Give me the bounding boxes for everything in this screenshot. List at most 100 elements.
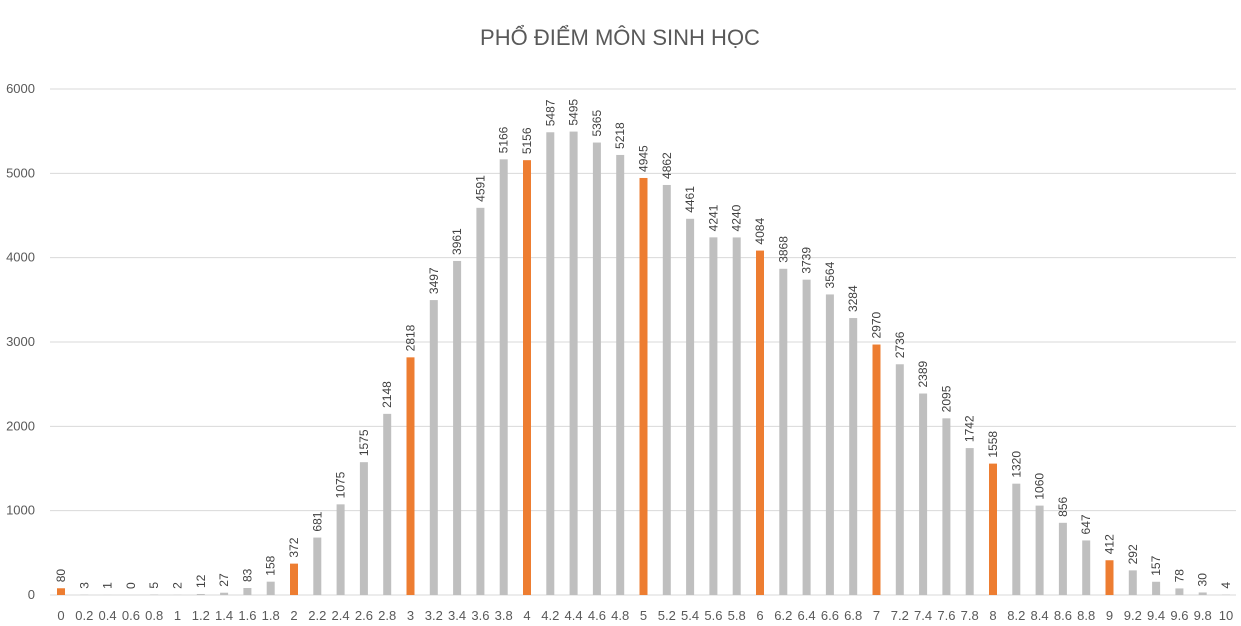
x-tick-label: 1.2 bbox=[192, 608, 210, 623]
x-tick-label: 0.4 bbox=[99, 608, 117, 623]
x-tick-label: 3.4 bbox=[448, 608, 466, 623]
bar bbox=[220, 592, 229, 595]
data-label: 4461 bbox=[683, 186, 697, 213]
data-label: 4 bbox=[1219, 582, 1233, 589]
bar bbox=[1128, 570, 1137, 595]
bar bbox=[732, 237, 741, 595]
bar bbox=[499, 159, 508, 596]
x-tick-label: 1.4 bbox=[215, 608, 233, 623]
bar bbox=[592, 142, 601, 595]
bar bbox=[1152, 581, 1161, 595]
x-tick-label: 2.6 bbox=[355, 608, 373, 623]
data-label: 27 bbox=[217, 573, 231, 587]
data-label: 3564 bbox=[823, 261, 837, 288]
bar bbox=[313, 537, 322, 595]
data-label: 2095 bbox=[939, 385, 953, 412]
x-tick-label: 6.8 bbox=[844, 608, 862, 623]
bar bbox=[895, 364, 904, 595]
data-label: 1320 bbox=[1009, 451, 1023, 478]
x-tick-label: 5.8 bbox=[728, 608, 746, 623]
data-label: 372 bbox=[287, 537, 301, 557]
bar bbox=[1105, 560, 1114, 595]
x-tick-label: 4.2 bbox=[541, 608, 559, 623]
bar bbox=[476, 207, 485, 595]
x-tick-label: 7.6 bbox=[937, 608, 955, 623]
bar bbox=[965, 448, 974, 595]
x-tick-label: 7 bbox=[873, 608, 880, 623]
data-label: 2148 bbox=[380, 381, 394, 408]
y-tick-label: 2000 bbox=[6, 418, 35, 433]
x-tick-label: 0 bbox=[57, 608, 64, 623]
x-tick-label: 6 bbox=[756, 608, 763, 623]
bar bbox=[802, 279, 811, 595]
y-tick-label: 3000 bbox=[6, 334, 35, 349]
bar bbox=[616, 154, 625, 595]
x-tick-label: 4.8 bbox=[611, 608, 629, 623]
bar bbox=[1198, 592, 1207, 595]
data-label: 2818 bbox=[404, 324, 418, 351]
x-tick-label: 9.6 bbox=[1170, 608, 1188, 623]
bar bbox=[639, 177, 648, 595]
bar bbox=[756, 250, 764, 595]
bar bbox=[1058, 522, 1067, 595]
bar bbox=[1035, 505, 1044, 595]
bar bbox=[942, 418, 951, 595]
data-label: 78 bbox=[1172, 569, 1186, 583]
bar bbox=[1175, 588, 1184, 595]
data-label: 4862 bbox=[660, 152, 674, 179]
data-label: 856 bbox=[1056, 496, 1070, 516]
bar bbox=[243, 588, 252, 595]
bar bbox=[569, 131, 578, 596]
y-tick-label: 0 bbox=[28, 587, 35, 602]
bar bbox=[989, 463, 997, 595]
data-label: 5487 bbox=[543, 99, 557, 126]
x-tick-label: 2.8 bbox=[378, 608, 396, 623]
data-label: 5 bbox=[147, 582, 161, 589]
data-label: 4084 bbox=[753, 218, 767, 245]
x-tick-label: 4.6 bbox=[588, 608, 606, 623]
data-label: 681 bbox=[310, 511, 324, 531]
data-label: 3739 bbox=[800, 247, 814, 274]
x-tick-label: 2.4 bbox=[332, 608, 350, 623]
bar bbox=[429, 300, 438, 595]
data-label: 5218 bbox=[613, 122, 627, 149]
x-tick-label: 3 bbox=[407, 608, 414, 623]
x-tick-label: 8.4 bbox=[1031, 608, 1049, 623]
x-tick-label: 6.6 bbox=[821, 608, 839, 623]
y-axis-ticks: 0 1000 2000 3000 4000 5000 6000 bbox=[6, 81, 35, 602]
bar bbox=[383, 413, 392, 595]
data-label: 3868 bbox=[776, 236, 790, 263]
x-tick-label: 3.8 bbox=[495, 608, 513, 623]
x-tick-label: 7.8 bbox=[961, 608, 979, 623]
x-tick-label: 6.4 bbox=[798, 608, 816, 623]
y-tick-label: 6000 bbox=[6, 81, 35, 96]
bar bbox=[196, 593, 205, 595]
bar bbox=[709, 237, 718, 595]
data-label: 5365 bbox=[590, 110, 604, 137]
bar bbox=[686, 218, 695, 595]
bar bbox=[1082, 540, 1091, 595]
x-tick-label: 7.4 bbox=[914, 608, 932, 623]
bar bbox=[779, 268, 788, 595]
x-tick-label: 4.4 bbox=[565, 608, 583, 623]
x-tick-label: 8.2 bbox=[1007, 608, 1025, 623]
data-label: 158 bbox=[264, 555, 278, 575]
data-label: 1742 bbox=[963, 415, 977, 442]
data-label: 3497 bbox=[427, 267, 441, 294]
bar bbox=[266, 581, 275, 595]
bar bbox=[662, 184, 671, 596]
data-label: 4241 bbox=[706, 204, 720, 231]
data-label: 292 bbox=[1126, 544, 1140, 564]
bar bbox=[523, 160, 531, 595]
chart-title: PHỔ ĐIỂM MÔN SINH HỌC bbox=[480, 25, 760, 50]
data-label: 1060 bbox=[1033, 473, 1047, 500]
x-tick-label: 5.2 bbox=[658, 608, 676, 623]
data-label: 647 bbox=[1079, 514, 1093, 534]
x-tick-label: 1.8 bbox=[262, 608, 280, 623]
data-label: 2970 bbox=[870, 312, 884, 339]
x-tick-label: 2 bbox=[290, 608, 297, 623]
data-label: 83 bbox=[240, 568, 254, 582]
data-label: 1075 bbox=[334, 471, 348, 498]
